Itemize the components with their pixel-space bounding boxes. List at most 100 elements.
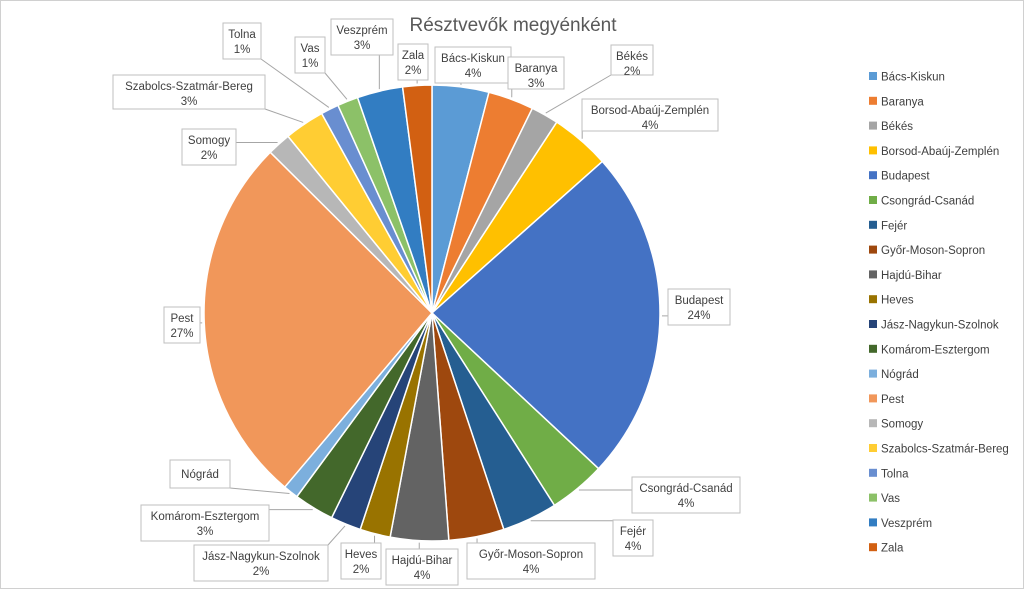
callout-category: Bács-Kiskun [441, 53, 505, 65]
callout-category: Szabolcs-Szatmár-Bereg [125, 81, 253, 93]
legend-item-baranya: Baranya [869, 96, 924, 108]
legend-label: Borsod-Abaúj-Zemplén [881, 146, 999, 158]
callout-category: Jász-Nagykun-Szolnok [202, 551, 320, 563]
leader-line-jasz-nagykun-szolnok [328, 526, 345, 545]
callout-category: Komárom-Esztergom [151, 511, 260, 523]
chart-title: Résztvevők megyénként [410, 15, 618, 36]
legend-swatch [869, 97, 877, 105]
legend-label: Vas [881, 493, 900, 505]
callout-value: 2% [253, 566, 270, 578]
callout-category: Veszprém [336, 25, 387, 37]
legend-item-heves: Heves [869, 295, 914, 307]
callout-bacs-kiskun: Bács-Kiskun 4% [435, 47, 511, 85]
legend-item-zala: Zala [869, 543, 904, 555]
legend: Bács-Kiskun Baranya Békés Borsod-Abaúj-Zemp… [869, 72, 1009, 555]
callout-value: 3% [181, 96, 198, 108]
callout-value: 2% [353, 564, 370, 576]
legend-swatch [869, 72, 877, 80]
callout-value: 3% [197, 526, 214, 538]
legend-swatch [869, 221, 877, 229]
legend-item-komarom-esztergom: Komárom-Esztergom [869, 344, 990, 356]
callout-category: Baranya [515, 63, 558, 75]
leader-line-vas [325, 73, 347, 99]
callout-category: Borsod-Abaúj-Zemplén [591, 105, 709, 117]
callout-baranya: Baranya 3% [508, 57, 564, 97]
legend-label: Bács-Kiskun [881, 72, 945, 84]
legend-item-gyor-moson-sopron: Győr-Moson-Sopron [869, 245, 985, 257]
callout-category: Tolna [228, 29, 256, 41]
callout-csongrad-csanad: Csongrád-Csanád 4% [579, 477, 740, 513]
callout-borsod-abauj-zemplen: Borsod-Abaúj-Zemplén 4% [582, 99, 718, 139]
callout-value: 4% [678, 498, 695, 510]
legend-swatch [869, 295, 877, 303]
callout-value: 4% [625, 541, 642, 553]
legend-label: Jász-Nagykun-Szolnok [881, 320, 999, 332]
legend-item-tolna: Tolna [869, 468, 909, 480]
legend-label: Pest [881, 394, 905, 406]
legend-swatch [869, 444, 877, 452]
legend-label: Nógrád [881, 369, 919, 381]
callout-category: Békés [616, 51, 648, 63]
legend-swatch [869, 518, 877, 526]
callout-value: 1% [302, 58, 319, 70]
callout-category: Vas [301, 43, 320, 55]
callout-value: 24% [687, 310, 710, 322]
legend-swatch [869, 246, 877, 254]
legend-swatch [869, 419, 877, 427]
legend-swatch [869, 394, 877, 402]
callout-category: Heves [345, 549, 378, 561]
callout-category: Csongrád-Csanád [639, 483, 732, 495]
legend-swatch [869, 270, 877, 278]
legend-item-budapest: Budapest [869, 171, 930, 183]
callout-heves: Heves 2% [341, 536, 381, 579]
legend-swatch [869, 171, 877, 179]
callout-veszprem: Veszprém 3% [331, 19, 393, 89]
legend-swatch [869, 320, 877, 328]
legend-label: Komárom-Esztergom [881, 344, 990, 356]
callout-value: 4% [465, 68, 482, 80]
legend-label: Veszprém [881, 518, 932, 530]
callout-category: Somogy [188, 135, 230, 147]
leader-line-nograd [230, 488, 289, 494]
legend-label: Tolna [881, 468, 909, 480]
callout-category: Hajdú-Bihar [392, 555, 453, 567]
callout-value: 2% [405, 65, 422, 77]
legend-swatch [869, 122, 877, 130]
callout-value: 1% [234, 44, 251, 56]
callout-value: 4% [523, 564, 540, 576]
legend-label: Somogy [881, 419, 923, 431]
legend-item-veszprem: Veszprém [869, 518, 932, 530]
legend-swatch [869, 196, 877, 204]
legend-swatch [869, 494, 877, 502]
callout-category: Nógrád [181, 469, 219, 481]
callout-komarom-esztergom: Komárom-Esztergom 3% [141, 505, 313, 541]
callout-category: Győr-Moson-Sopron [479, 549, 583, 561]
callout-value: 3% [354, 40, 371, 52]
legend-item-hajdu-bihar: Hajdú-Bihar [869, 270, 942, 282]
legend-item-borsod-abauj-zemplen: Borsod-Abaúj-Zemplén [869, 146, 999, 158]
legend-label: Budapest [881, 171, 930, 183]
legend-item-nograd: Nógrád [869, 369, 919, 381]
callout-value: 4% [642, 120, 659, 132]
legend-swatch [869, 543, 877, 551]
callout-category: Zala [402, 50, 425, 62]
callout-budapest: Budapest 24% [662, 289, 730, 325]
callout-category: Budapest [675, 295, 724, 307]
legend-label: Csongrád-Csanád [881, 196, 974, 208]
callout-gyor-moson-sopron: Győr-Moson-Sopron 4% [467, 539, 595, 579]
callout-category: Fejér [620, 526, 646, 538]
legend-item-vas: Vas [869, 493, 900, 505]
callout-category: Pest [170, 313, 194, 325]
legend-label: Zala [881, 543, 904, 555]
legend-label: Szabolcs-Szatmár-Bereg [881, 444, 1009, 456]
legend-item-bacs-kiskun: Bács-Kiskun [869, 72, 945, 84]
pie-slices [204, 85, 660, 541]
legend-item-somogy: Somogy [869, 419, 923, 431]
legend-label: Békés [881, 121, 913, 133]
callout-value: 3% [528, 78, 545, 90]
legend-label: Heves [881, 295, 914, 307]
